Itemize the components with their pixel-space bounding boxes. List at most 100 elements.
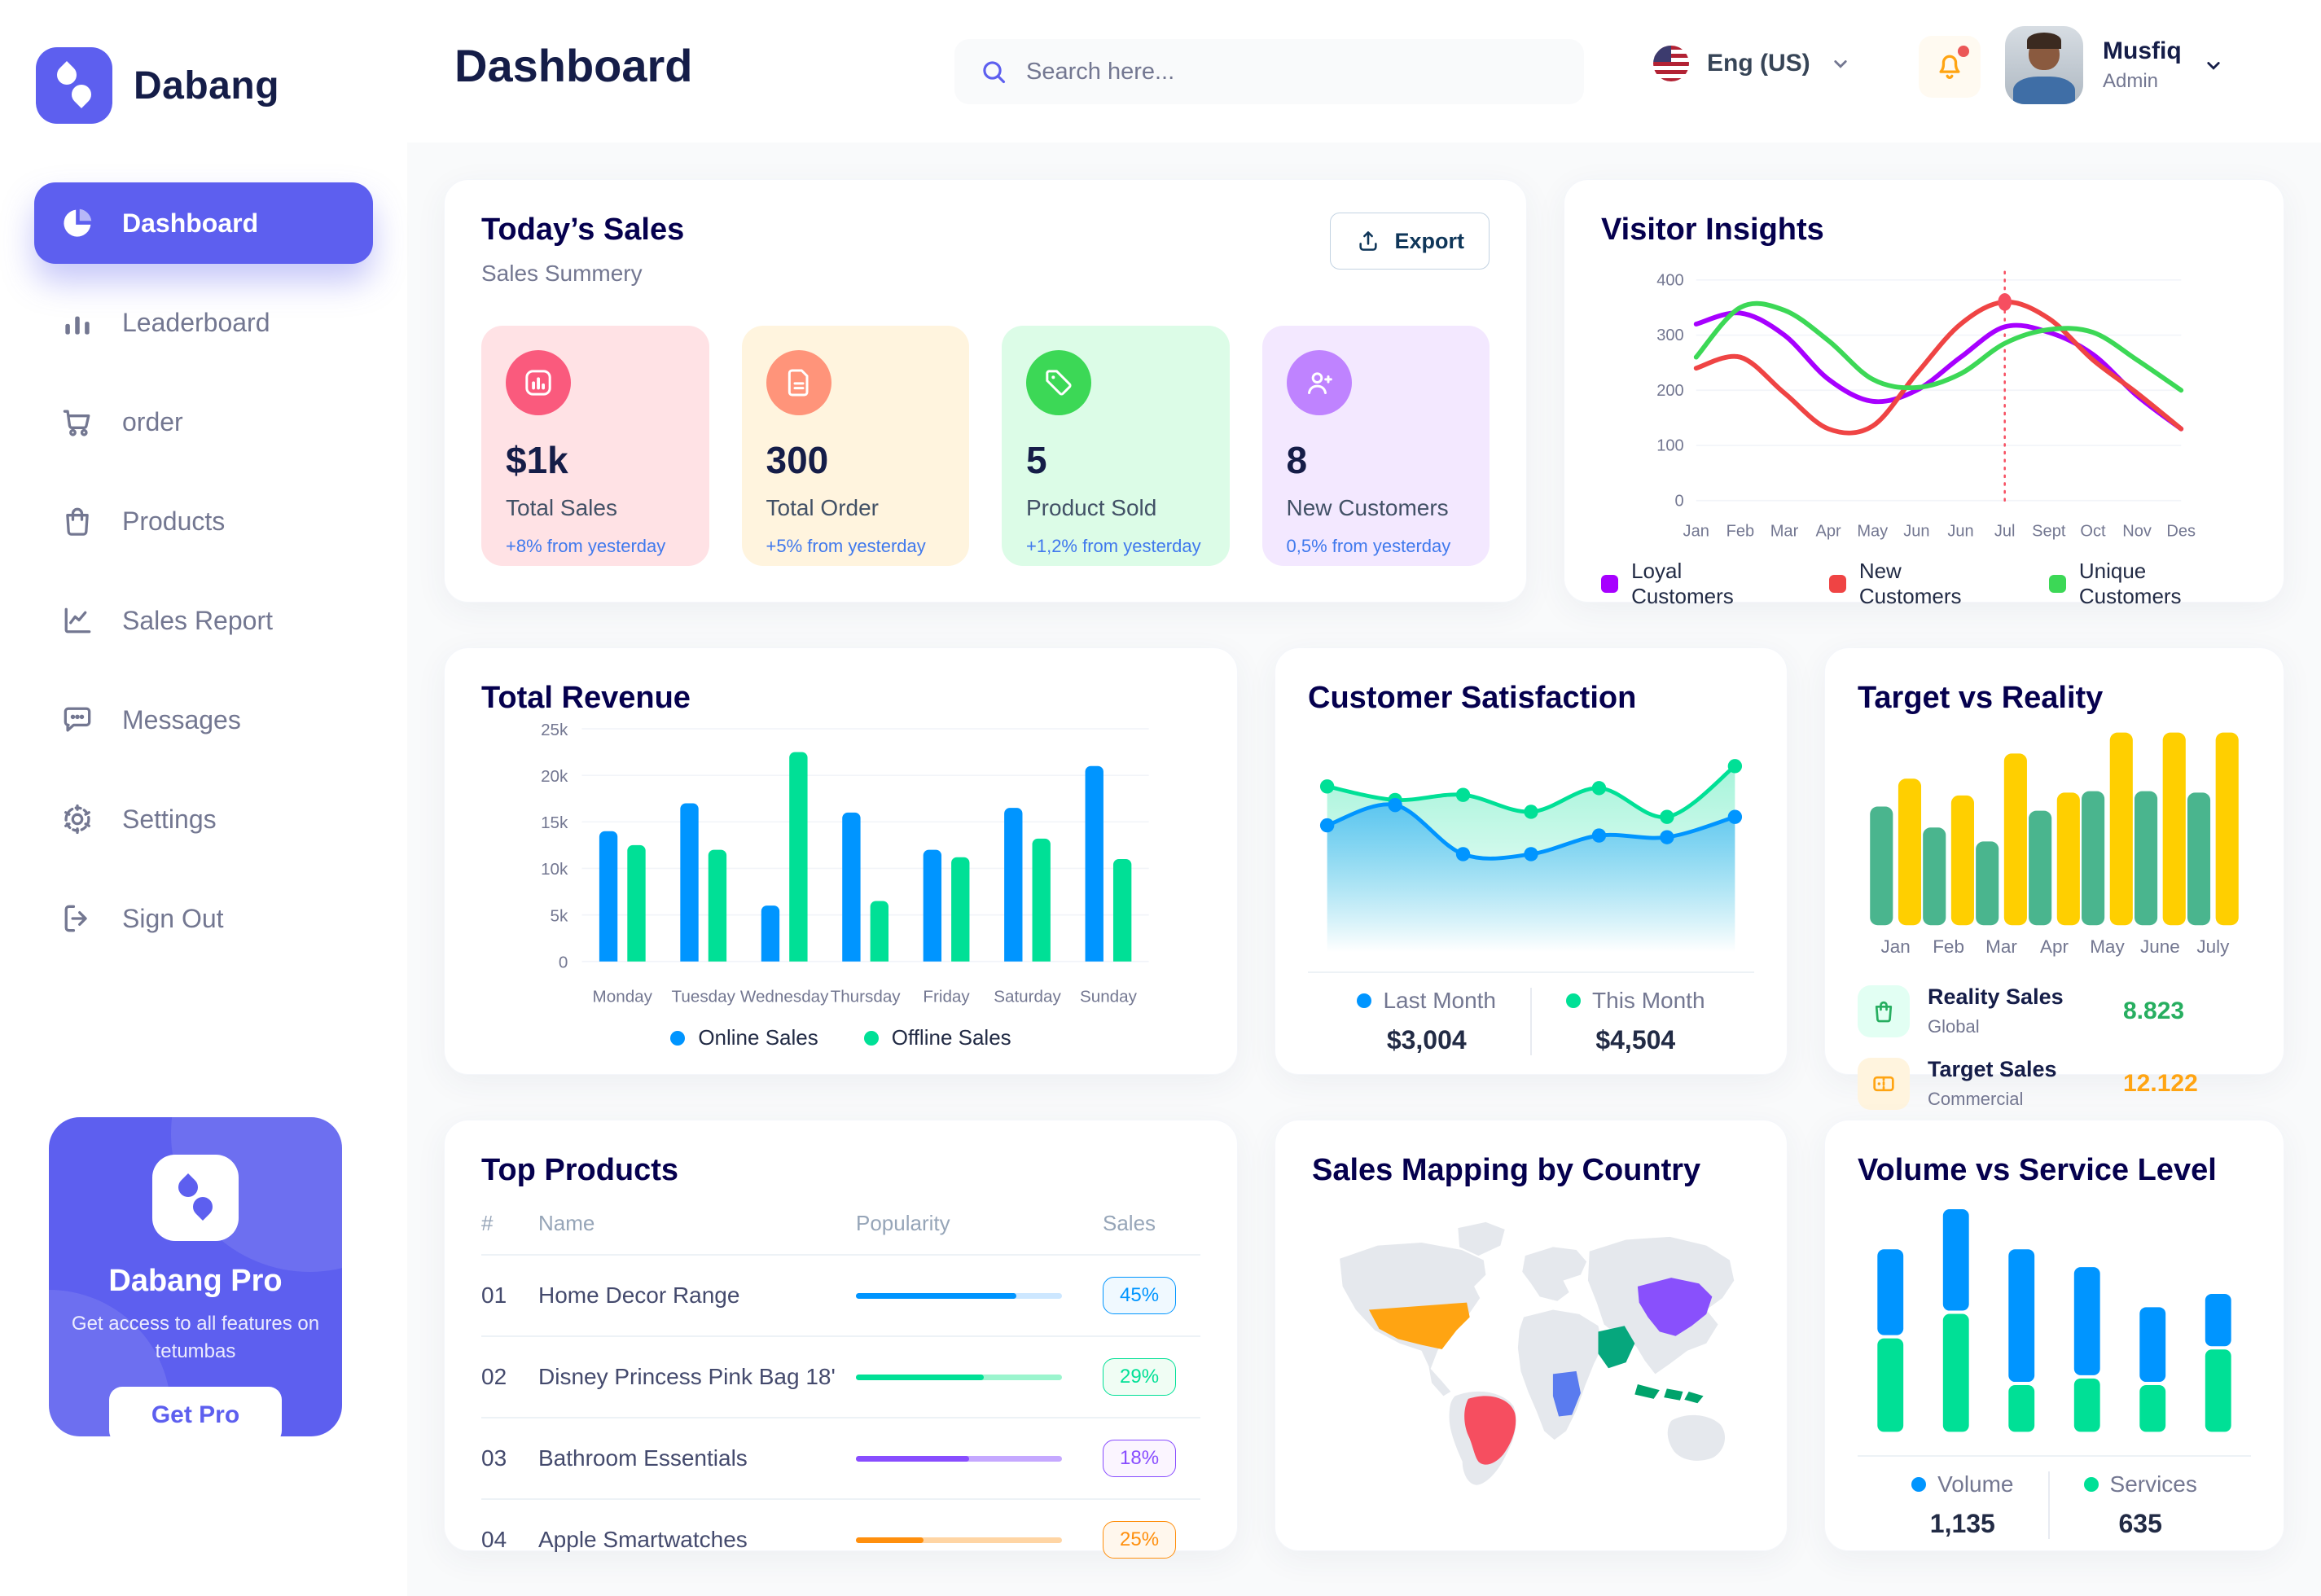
svg-text:June: June — [2140, 936, 2180, 957]
user-role: Admin — [2103, 70, 2159, 92]
table-header-row: # Name Popularity Sales — [481, 1211, 1200, 1256]
stat-delta: +8% from yesterday — [506, 536, 666, 556]
search-input[interactable] — [1026, 58, 1560, 86]
target-vs-reality-card: Target vs Reality Jan Feb Mar Apr May June Jul… — [1824, 647, 2284, 1110]
sales-badge: 25% — [1103, 1521, 1177, 1559]
map-indonesia — [1634, 1383, 1704, 1404]
legend-label: Volume — [1937, 1471, 2014, 1497]
legend-label: Services — [2109, 1471, 2197, 1497]
sidebar-item-sign-out[interactable]: Sign Out — [34, 878, 373, 959]
map-dr-congo — [1552, 1370, 1581, 1417]
product-rank: 01 — [481, 1282, 507, 1308]
svg-text:Wednesday: Wednesday — [740, 988, 829, 1006]
sales-badge: 29% — [1103, 1358, 1177, 1396]
svg-text:100: 100 — [1656, 437, 1683, 455]
svg-text:Apr: Apr — [2040, 936, 2069, 957]
map-brazil — [1464, 1396, 1516, 1465]
popularity-bar — [856, 1537, 1062, 1543]
stat-card-new-customers: 8 New Customers 0,5% from yesterday — [1261, 326, 1490, 566]
loyal-customers-swatch — [1601, 575, 1619, 593]
last-month-swatch — [1357, 993, 1372, 1008]
map-china — [1637, 1278, 1713, 1336]
customer-satisfaction-legend: Last Month $3,004 This Month $4,504 — [1308, 988, 1754, 1055]
notifications-button[interactable] — [1919, 36, 1981, 98]
product-rank: 02 — [481, 1364, 507, 1389]
unique-customers-swatch — [2048, 575, 2066, 593]
this-month-swatch — [1566, 993, 1582, 1008]
top-products-card: Top Products # Name Popularity Sales 01 … — [444, 1120, 1238, 1559]
map-greenland — [1458, 1221, 1505, 1256]
chevron-down-icon — [1834, 60, 1847, 68]
total-revenue-legend: Online Sales Offline Sales — [481, 1025, 1200, 1050]
get-pro-button[interactable]: Get Pro — [109, 1387, 282, 1436]
sidebar-nav: Dashboard Leaderboard order Products Sal… — [0, 182, 407, 959]
total-revenue-card: Total Revenue 0 5k 10k 15k 20k 25k Monday Tuesd… — [444, 647, 1238, 1075]
popularity-bar — [856, 1292, 1062, 1299]
table-row: 03 Bathroom Essentials 18% — [481, 1418, 1200, 1500]
world-map — [1312, 1208, 1750, 1504]
sidebar-item-label: Products — [122, 506, 226, 536]
dabang-pro-logo-icon — [152, 1155, 239, 1241]
svg-text:Monday: Monday — [593, 988, 653, 1006]
product-name: Bathroom Essentials — [538, 1445, 748, 1471]
sidebar-item-messages[interactable]: Messages — [34, 679, 373, 761]
search-bar[interactable] — [954, 39, 1584, 104]
bell-icon — [1939, 55, 1960, 79]
todays-sales-title: Today’s Sales — [481, 213, 685, 247]
product-rank: 04 — [481, 1527, 507, 1552]
stat-label: Product Sold — [1026, 495, 1157, 520]
sidebar-item-dashboard[interactable]: Dashboard — [34, 182, 373, 264]
visitor-insights-chart: 0 100 200 300 400 Jan Feb Mar Apr May Jun Jun Jul Sep… — [1601, 254, 2247, 554]
divider — [1858, 1455, 2251, 1457]
export-button[interactable]: Export — [1330, 213, 1490, 270]
promo-description: Get access to all features on tetumbas — [71, 1313, 320, 1362]
top-products-title: Top Products — [481, 1153, 679, 1187]
sidebar-item-sales-report[interactable]: Sales Report — [34, 580, 373, 661]
services-swatch — [2083, 1477, 2099, 1492]
sidebar-item-label: Leaderboard — [122, 307, 270, 337]
dabang-logo-icon — [36, 47, 112, 124]
main-content: Today’s Sales Sales Summery Export $1k T… — [407, 142, 2321, 1596]
map-europe — [1522, 1247, 1587, 1301]
divider — [1308, 971, 1754, 973]
popularity-bar — [856, 1374, 1062, 1380]
legend-sub: Global — [1928, 1016, 1980, 1037]
svg-text:400: 400 — [1656, 271, 1683, 289]
total-revenue-title: Total Revenue — [481, 681, 691, 715]
column-header: Popularity — [856, 1211, 950, 1235]
visitor-insights-legend: Loyal Customers New Customers Unique Cus… — [1601, 559, 2247, 609]
svg-text:10k: 10k — [541, 860, 568, 879]
stat-value: 8 — [1286, 439, 1308, 481]
map-north-america — [1340, 1243, 1486, 1370]
line-chart-icon — [59, 602, 96, 639]
ticket-icon — [1858, 1057, 1910, 1110]
top-products-table: # Name Popularity Sales 01 Home Decor Ra… — [481, 1211, 1200, 1580]
legend-label: Online Sales — [698, 1025, 818, 1050]
order-file-icon — [766, 350, 831, 415]
brand-name: Dabang — [134, 64, 280, 107]
notification-badge — [1958, 46, 1969, 57]
customer-satisfaction-title: Customer Satisfaction — [1308, 681, 1637, 715]
sidebar-item-order[interactable]: order — [34, 381, 373, 463]
gear-icon — [59, 800, 96, 838]
product-rank: 03 — [481, 1445, 507, 1471]
stat-value: 300 — [766, 439, 829, 481]
language-selector[interactable]: Eng (US) — [1653, 46, 1853, 81]
svg-text:Jan: Jan — [1683, 522, 1709, 540]
sidebar-item-leaderboard[interactable]: Leaderboard — [34, 282, 373, 363]
user-menu[interactable]: Musfiq Admin — [2005, 26, 2226, 104]
svg-text:200: 200 — [1656, 382, 1683, 400]
target-sales-legend-row: Target Sales Commercial 12.122 — [1858, 1057, 2251, 1110]
stat-delta: 0,5% from yesterday — [1286, 536, 1451, 556]
this-month-total: $4,504 — [1595, 1025, 1676, 1054]
sidebar-item-label: Messages — [122, 704, 241, 734]
svg-text:5k: 5k — [551, 906, 568, 925]
sidebar-item-settings[interactable]: Settings — [34, 778, 373, 860]
sidebar-item-products[interactable]: Products — [34, 480, 373, 562]
language-label: Eng (US) — [1707, 50, 1810, 77]
svg-text:May: May — [1857, 522, 1888, 540]
sidebar-item-label: order — [122, 406, 183, 436]
table-row: 04 Apple Smartwatches 25% — [481, 1500, 1200, 1580]
svg-text:Jun: Jun — [1947, 522, 1973, 540]
svg-text:Jan: Jan — [1880, 936, 1910, 957]
